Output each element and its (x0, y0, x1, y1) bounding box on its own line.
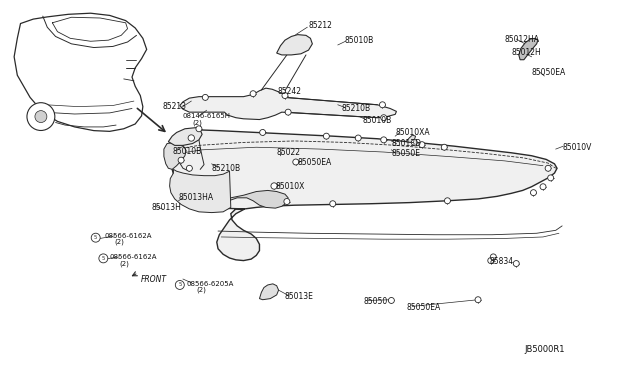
Circle shape (488, 257, 494, 263)
Polygon shape (180, 88, 396, 119)
Text: 08566-6205A: 08566-6205A (186, 281, 234, 287)
Text: 85013E: 85013E (284, 292, 313, 301)
Circle shape (175, 280, 184, 289)
Polygon shape (276, 35, 312, 55)
Text: 5: 5 (102, 256, 105, 261)
Circle shape (292, 159, 299, 165)
Text: 85010B: 85010B (172, 147, 202, 156)
Text: 08566-6162A: 08566-6162A (109, 254, 157, 260)
Text: 85834: 85834 (490, 257, 514, 266)
Circle shape (271, 183, 277, 189)
Text: 85210B: 85210B (342, 104, 371, 113)
Text: 5: 5 (94, 235, 97, 240)
Circle shape (27, 103, 55, 131)
Circle shape (202, 94, 208, 100)
Text: (2): (2) (192, 119, 202, 126)
Text: 85242: 85242 (278, 87, 302, 96)
Text: 85013D: 85013D (392, 139, 421, 148)
Text: 85022: 85022 (276, 148, 301, 157)
Circle shape (196, 126, 202, 132)
Text: 5: 5 (178, 282, 182, 288)
Polygon shape (168, 128, 202, 145)
Text: 85010B: 85010B (363, 116, 392, 125)
Text: 85010B: 85010B (344, 36, 374, 45)
Text: 85012H: 85012H (511, 48, 541, 57)
Text: JB5000R1: JB5000R1 (524, 345, 564, 354)
Circle shape (444, 198, 451, 204)
Circle shape (323, 133, 330, 139)
Text: 85013H: 85013H (151, 202, 181, 212)
Polygon shape (519, 38, 538, 60)
Text: 85050EA: 85050EA (532, 68, 566, 77)
Circle shape (285, 109, 291, 115)
Circle shape (282, 93, 288, 99)
Text: 85012HA: 85012HA (505, 35, 540, 44)
Text: (2): (2) (119, 260, 129, 267)
Circle shape (99, 254, 108, 263)
Text: 85050EA: 85050EA (298, 157, 332, 167)
Circle shape (381, 115, 387, 121)
Circle shape (419, 142, 425, 148)
Circle shape (513, 260, 519, 266)
Text: 85050EA: 85050EA (406, 302, 440, 312)
Circle shape (178, 157, 184, 163)
Polygon shape (170, 130, 557, 260)
Polygon shape (170, 169, 231, 212)
Circle shape (388, 298, 394, 304)
Text: (2): (2) (115, 239, 125, 246)
Circle shape (284, 199, 290, 205)
Text: 85213: 85213 (163, 102, 187, 111)
Text: 85010X: 85010X (275, 182, 305, 191)
Text: 85050: 85050 (364, 297, 388, 306)
Text: 85050E: 85050E (392, 149, 420, 158)
Circle shape (381, 137, 387, 143)
Polygon shape (14, 13, 147, 131)
Circle shape (412, 140, 417, 145)
Circle shape (531, 190, 536, 196)
Polygon shape (259, 284, 278, 300)
Text: 85010V: 85010V (562, 143, 591, 152)
Text: 85010XA: 85010XA (395, 128, 430, 137)
Text: FRONT: FRONT (140, 275, 166, 283)
Circle shape (355, 135, 361, 141)
Circle shape (490, 254, 496, 260)
Circle shape (188, 135, 195, 141)
Text: 08146-6165H: 08146-6165H (183, 113, 231, 119)
Circle shape (540, 184, 546, 190)
Circle shape (380, 102, 385, 108)
Text: 85212: 85212 (308, 21, 332, 30)
Polygon shape (164, 142, 186, 169)
Text: 08566-6162A: 08566-6162A (104, 233, 152, 239)
Text: 85210B: 85210B (212, 164, 241, 173)
Text: 85013HA: 85013HA (179, 193, 214, 202)
Circle shape (250, 91, 256, 97)
Circle shape (545, 165, 551, 171)
Polygon shape (406, 135, 415, 142)
Circle shape (186, 165, 193, 171)
Circle shape (92, 233, 100, 242)
Circle shape (35, 110, 47, 122)
Circle shape (330, 201, 336, 207)
Polygon shape (218, 190, 288, 208)
Text: (2): (2) (196, 287, 206, 294)
Circle shape (441, 144, 447, 150)
Circle shape (260, 129, 266, 135)
Circle shape (475, 297, 481, 303)
Circle shape (548, 175, 554, 181)
